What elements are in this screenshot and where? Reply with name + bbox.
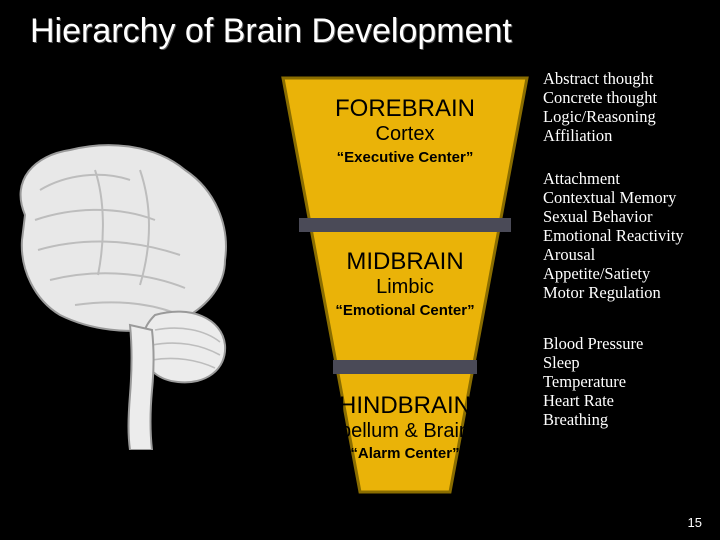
forebrain-functions: Abstract thought Concrete thought Logic/… bbox=[543, 70, 718, 146]
midbrain-functions: Attachment Contextual Memory Sexual Beha… bbox=[543, 170, 718, 303]
midbrain-subtitle: Limbic bbox=[275, 276, 535, 299]
midbrain-title: MIDBRAIN bbox=[275, 248, 535, 276]
list-item: Affiliation bbox=[543, 127, 718, 146]
hindbrain-title: HINDBRAIN bbox=[275, 392, 535, 420]
list-item: Heart Rate bbox=[543, 392, 718, 411]
hindbrain-quote: “Alarm Center” bbox=[275, 445, 535, 462]
forebrain-subtitle: Cortex bbox=[275, 123, 535, 146]
page-number: 15 bbox=[688, 515, 702, 530]
list-item: Contextual Memory bbox=[543, 189, 718, 208]
list-item: Sexual Behavior bbox=[543, 208, 718, 227]
list-item: Abstract thought bbox=[543, 70, 718, 89]
forebrain-title: FOREBRAIN bbox=[275, 95, 535, 123]
hindbrain-section: HINDBRAIN Cerebellum & Brainstem “Alarm … bbox=[275, 392, 535, 462]
list-item: Logic/Reasoning bbox=[543, 108, 718, 127]
hindbrain-functions: Blood Pressure Sleep Temperature Heart R… bbox=[543, 335, 718, 430]
list-item: Emotional Reactivity bbox=[543, 227, 718, 246]
separator-bar-2 bbox=[333, 360, 477, 374]
separator-bar-1 bbox=[299, 218, 511, 232]
funnel-diagram: FOREBRAIN Cortex “Executive Center” MIDB… bbox=[275, 70, 535, 500]
list-item: Motor Regulation bbox=[543, 284, 718, 303]
function-lists: Abstract thought Concrete thought Logic/… bbox=[543, 70, 718, 454]
midbrain-quote: “Emotional Center” bbox=[275, 302, 535, 319]
list-item: Appetite/Satiety bbox=[543, 265, 718, 284]
page-title: Hierarchy of Brain Development bbox=[30, 12, 512, 51]
list-item: Sleep bbox=[543, 354, 718, 373]
list-item: Arousal bbox=[543, 246, 718, 265]
forebrain-quote: “Executive Center” bbox=[275, 149, 535, 166]
list-item: Concrete thought bbox=[543, 89, 718, 108]
list-item: Temperature bbox=[543, 373, 718, 392]
hindbrain-subtitle: Cerebellum & Brainstem bbox=[275, 420, 535, 442]
midbrain-section: MIDBRAIN Limbic “Emotional Center” bbox=[275, 248, 535, 319]
list-item: Breathing bbox=[543, 411, 718, 430]
forebrain-section: FOREBRAIN Cortex “Executive Center” bbox=[275, 95, 535, 166]
brain-illustration bbox=[0, 120, 260, 450]
list-item: Blood Pressure bbox=[543, 335, 718, 354]
list-item: Attachment bbox=[543, 170, 718, 189]
